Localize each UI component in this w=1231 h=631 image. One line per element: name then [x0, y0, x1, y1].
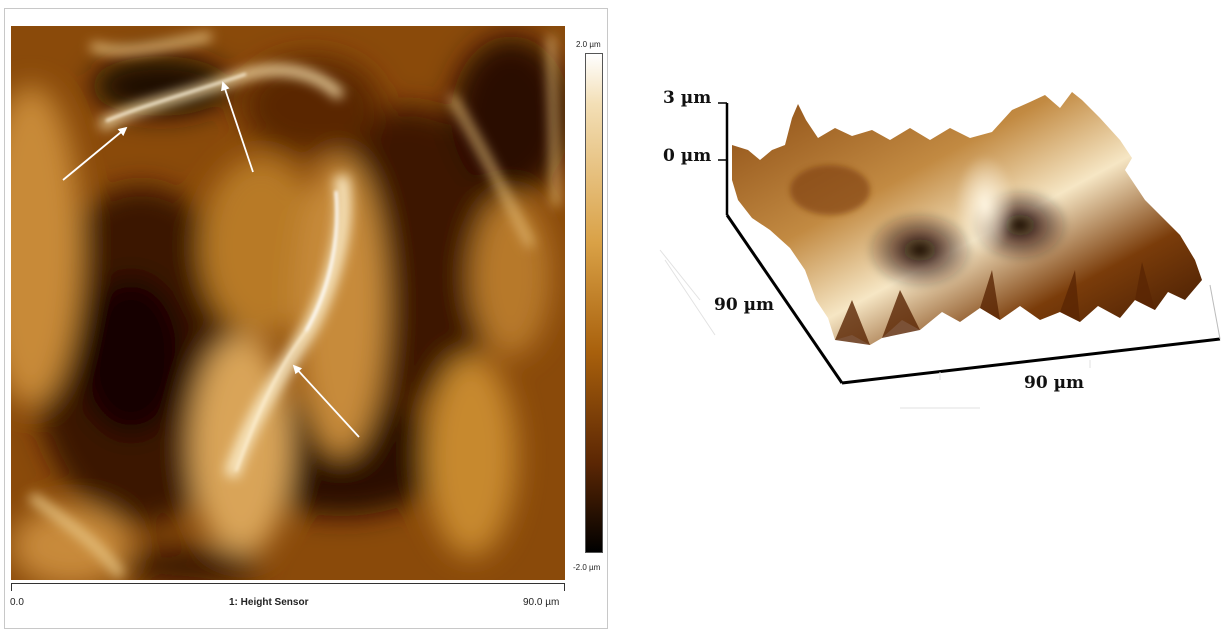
afm-fibrils — [105, 72, 339, 472]
surface-3d-panel: 3 µm 0 µm 90 µm 90 µm — [620, 0, 1231, 631]
x-axis-min-label: 0.0 — [10, 597, 24, 608]
x-axis-max-label: 90.0 µm — [523, 597, 560, 608]
colorbar-max-label: 2.0 µm — [576, 40, 601, 49]
colorbar-min-label: -2.0 µm — [573, 563, 601, 572]
surface-axes — [718, 102, 1221, 385]
annotation-arrow — [221, 81, 254, 173]
x-size-label: 90 µm — [1024, 373, 1085, 393]
z-zero-label: 0 µm — [663, 146, 712, 166]
z-top-label: 3 µm — [663, 88, 712, 108]
surface-mesh — [732, 92, 1202, 345]
afm-height-panel: 2.0 µm -2.0 µm 0.0 1: Height Sensor 90.0… — [0, 0, 610, 631]
surface-3d-plot — [659, 92, 1221, 409]
afm-height-map — [11, 26, 565, 580]
surface-faint-axis-marks — [659, 249, 1091, 409]
y-size-label: 90 µm — [714, 295, 775, 315]
afm-topography — [11, 36, 565, 580]
height-colorbar — [585, 53, 603, 553]
annotation-arrow — [292, 364, 360, 438]
annotation-arrow — [62, 126, 128, 181]
channel-label: 1: Height Sensor — [229, 597, 309, 608]
afm-x-axis — [11, 583, 565, 591]
